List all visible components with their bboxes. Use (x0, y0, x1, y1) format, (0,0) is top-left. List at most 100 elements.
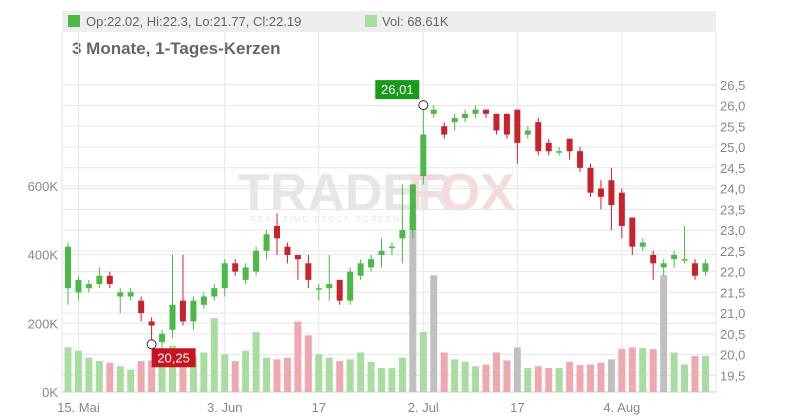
price-tick-label: 24,5 (720, 161, 745, 176)
volume-bar (545, 367, 553, 392)
candle-body (535, 122, 542, 152)
candle-body (577, 151, 584, 168)
date-tick-label: 2. Jul (408, 400, 439, 415)
volume-bar (691, 355, 699, 392)
candle-body (399, 230, 406, 239)
volume-bar (367, 361, 375, 392)
volume-bar (304, 335, 312, 392)
low-dot (146, 339, 157, 350)
price-axis: 19,5 20,0 20,5 21,0 21,5 22,0 22,5 23,0 23,5 24,0… (720, 78, 745, 384)
volume-bar (137, 361, 145, 392)
high-marker: 26,01 (375, 80, 429, 111)
ohlc-legend-icon (68, 15, 80, 27)
high-flag (375, 80, 420, 100)
date-tick-label: 3. Jun (207, 400, 242, 415)
candle-body (305, 263, 312, 280)
volume-bar (378, 367, 385, 392)
candle-body (179, 300, 186, 322)
price-tick-label: 25,5 (720, 119, 745, 134)
candle-body (336, 279, 343, 301)
volume-bar (200, 352, 208, 392)
candle-body (566, 138, 573, 152)
price-tick-label: 25,0 (720, 140, 745, 155)
candles (65, 105, 709, 351)
volume-bar (294, 321, 302, 392)
watermark-tagline: REAL TIME STOCK SCREENER (250, 215, 416, 224)
candle-body (409, 184, 416, 231)
high-flag-label: 26,01 (381, 82, 414, 97)
candle-body (200, 296, 207, 305)
date-tick-label: 4. Aug (603, 400, 640, 415)
candle-body (159, 333, 166, 343)
candle-body (75, 279, 82, 293)
candle-body (587, 167, 594, 193)
low-flag (151, 348, 196, 368)
volume-bar (587, 364, 594, 392)
volume-bar (336, 361, 344, 392)
candle-body (232, 263, 239, 272)
volume-bar (189, 355, 197, 392)
date-axis: 15. Mai 3. Jun 17 2. Jul 17 4. Aug (57, 400, 640, 415)
volume-bar (398, 357, 406, 392)
volume-readout: Vol: 68.61K (382, 14, 449, 29)
candle-body (420, 134, 427, 177)
candle-body (253, 250, 260, 272)
candle-body (629, 217, 636, 247)
volume-bar (524, 367, 532, 392)
volume-bar (681, 364, 689, 392)
volume-bar (555, 367, 563, 392)
price-tick-label: 21,0 (720, 306, 745, 321)
candle-body (96, 275, 103, 285)
volume-tick-label: 600K (28, 179, 59, 194)
candle-body (117, 292, 124, 297)
volume-bar (597, 362, 605, 392)
volume-tick-label: 0K (42, 385, 58, 400)
date-tick-label: 17 (510, 400, 524, 415)
candle-body (608, 180, 615, 206)
candle-body (106, 275, 113, 285)
volume-bar (513, 347, 521, 392)
volume-bar (440, 352, 448, 392)
volume-bar (210, 318, 218, 392)
candle-body (190, 300, 197, 322)
volume-bar (346, 359, 354, 392)
volume-bar (252, 331, 260, 392)
candle-body (294, 254, 301, 260)
candle-body (315, 288, 322, 290)
volume-bar (472, 366, 480, 392)
volume-bar (221, 354, 229, 392)
candle-body (284, 246, 291, 255)
volume-bar (451, 359, 459, 392)
volume-tick-label: 200K (28, 316, 59, 331)
volume-bar (325, 357, 333, 392)
volume-bar (576, 365, 584, 392)
candle-body (503, 113, 510, 135)
candle-body (368, 259, 375, 268)
price-tick-label: 21,5 (720, 285, 745, 300)
candle-body (692, 263, 698, 276)
candle-body (618, 192, 625, 226)
candle-body (378, 250, 385, 255)
volume-bar (649, 349, 657, 392)
volume-bar (169, 345, 176, 392)
candle-body (493, 113, 500, 131)
volume-bar (639, 348, 647, 392)
volume-bar (482, 364, 490, 392)
volume-bar (388, 367, 396, 392)
volume-bar (566, 361, 574, 392)
candle-body (660, 263, 667, 268)
price-tick-label: 22,0 (720, 265, 745, 280)
chart-subtitle: 3 Monate, 1-Tages-Kerzen (72, 39, 280, 58)
candle-body (274, 225, 280, 239)
volume-bar (95, 361, 103, 392)
candle-body (169, 304, 176, 330)
price-tick-label: 24,0 (720, 182, 745, 197)
candle-body (430, 109, 437, 114)
volume-bar (419, 331, 427, 392)
candle-body (483, 109, 489, 114)
candle-body (524, 130, 531, 135)
candle-body (347, 271, 354, 301)
volume-bar (315, 354, 323, 392)
high-dot (418, 100, 429, 111)
volume-bar (660, 275, 668, 392)
